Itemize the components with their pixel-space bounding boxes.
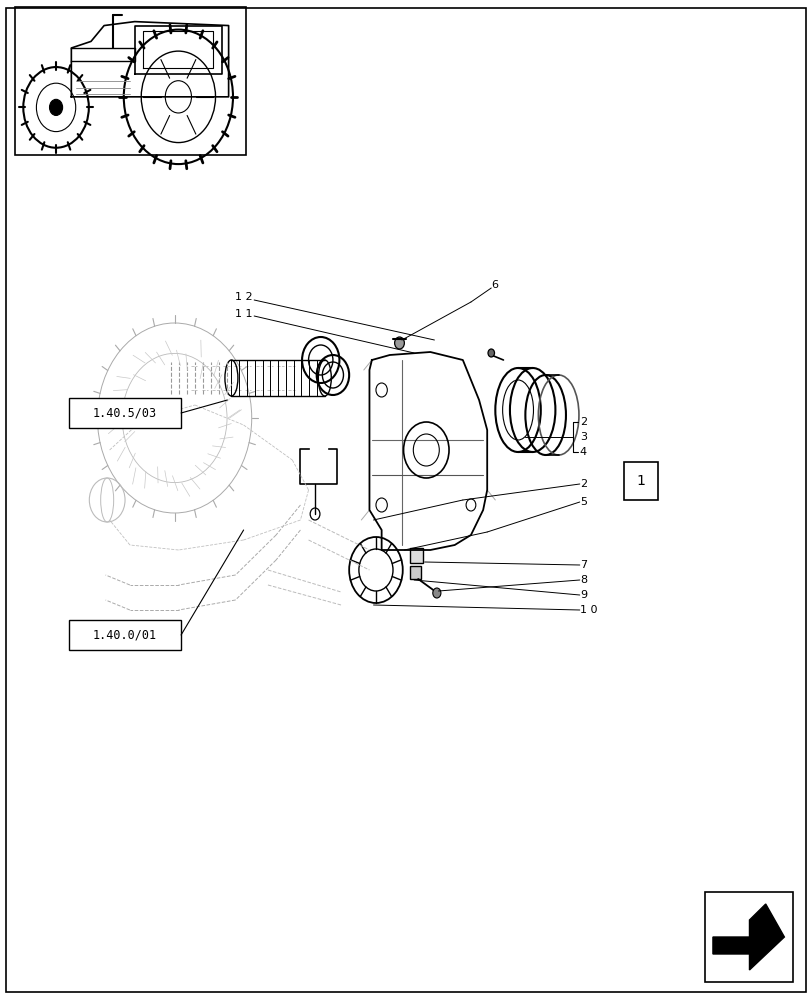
- Text: 7: 7: [579, 560, 586, 570]
- Text: 1 2: 1 2: [234, 292, 252, 302]
- Text: 9: 9: [579, 590, 586, 600]
- Bar: [623, 462, 657, 500]
- Circle shape: [487, 349, 494, 357]
- Bar: [69, 620, 181, 650]
- Text: 8: 8: [579, 575, 586, 585]
- Circle shape: [394, 337, 404, 349]
- Text: 1.40.0/01: 1.40.0/01: [93, 629, 157, 642]
- Text: 4: 4: [579, 447, 586, 457]
- Circle shape: [432, 588, 440, 598]
- Text: 1 0: 1 0: [579, 605, 597, 615]
- Text: 2: 2: [579, 479, 586, 489]
- Text: 3: 3: [579, 432, 586, 442]
- Bar: [704, 892, 792, 982]
- Bar: [410, 548, 423, 563]
- Polygon shape: [712, 904, 783, 970]
- Text: 1.40.5/03: 1.40.5/03: [93, 406, 157, 420]
- Bar: [410, 566, 420, 579]
- Bar: [15, 7, 246, 155]
- Bar: [69, 398, 181, 428]
- Text: 5: 5: [579, 497, 586, 507]
- Text: 1: 1: [636, 474, 644, 488]
- Text: 2: 2: [579, 417, 586, 427]
- Text: 6: 6: [491, 280, 498, 290]
- Text: 1 1: 1 1: [234, 309, 252, 319]
- Circle shape: [49, 99, 62, 115]
